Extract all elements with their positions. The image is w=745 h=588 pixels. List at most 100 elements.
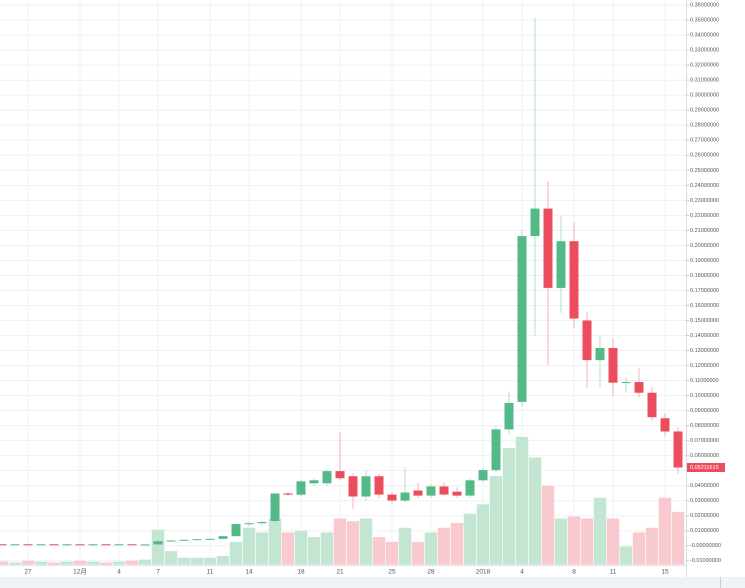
y-tick-label: 0.22000000 — [690, 213, 719, 219]
candle-body — [387, 494, 397, 501]
x-tick-label: 4 — [520, 569, 524, 576]
y-tick-label: 0.16000000 — [690, 303, 719, 309]
candle-body — [608, 347, 618, 383]
candle-body — [205, 538, 215, 540]
y-tick-label: 0.12000000 — [690, 363, 719, 369]
y-tick-label: 0.26000000 — [690, 153, 719, 159]
volume-bar — [203, 557, 217, 566]
x-tick-label: 25 — [388, 569, 396, 576]
volume-bar — [73, 560, 87, 566]
volume-bar — [385, 541, 399, 566]
x-tick-label: 28 — [427, 569, 435, 576]
volume-bar — [463, 513, 477, 566]
y-tick-label: 0.03000000 — [690, 498, 719, 504]
volume-bar — [528, 456, 542, 566]
candle-body — [530, 208, 540, 237]
y-tick-label: 0.30000000 — [690, 93, 719, 99]
volume-bar — [99, 561, 113, 566]
candle-body — [621, 382, 631, 384]
candle-body — [166, 540, 176, 542]
y-tick-label: 0.25000000 — [690, 168, 719, 174]
candle-body — [283, 493, 293, 495]
volume-bar — [177, 557, 191, 566]
candle-body — [478, 470, 488, 481]
candle-body — [49, 544, 59, 546]
x-tick-label: 2018 — [476, 569, 491, 576]
candle-body — [647, 392, 657, 418]
candle-body — [452, 491, 462, 496]
volume-bar — [424, 531, 438, 566]
volume-bar — [606, 517, 620, 566]
y-tick-label: 0.24000000 — [690, 183, 719, 189]
candle-body — [569, 241, 579, 319]
candle-body — [244, 523, 254, 525]
candle-body — [127, 544, 137, 546]
y-tick-label: 0.33000000 — [690, 48, 719, 54]
y-tick-label: 0.06000000 — [690, 453, 719, 459]
y-tick-label: 0.36000000 — [690, 3, 719, 9]
y-tick-label: 0.01000000 — [690, 528, 719, 534]
volume-bar — [8, 561, 22, 566]
candle-body — [595, 347, 605, 361]
x-tick-label: 11 — [207, 569, 214, 576]
y-tick-label: 0.11000000 — [690, 378, 719, 384]
volume-bar — [476, 503, 490, 566]
candle-body — [309, 480, 319, 484]
volume-bar — [138, 559, 152, 566]
y-tick-label: 0.21000000 — [690, 228, 719, 234]
y-tick-label: 0.04000000 — [690, 483, 719, 489]
candle-body — [88, 544, 98, 546]
volume-bar — [554, 517, 568, 566]
y-tick-label: 0.20000000 — [690, 243, 719, 249]
volume-bar — [333, 517, 347, 566]
volume-bar — [398, 527, 412, 566]
candle-body — [257, 522, 267, 524]
volume-bar — [164, 550, 178, 566]
volume-bar — [0, 561, 9, 566]
volume-bar — [307, 536, 321, 566]
candle-body — [556, 241, 566, 288]
y-tick-label: 0.07000000 — [690, 438, 719, 444]
volume-bar — [60, 561, 74, 566]
y-tick-label: 0.09000000 — [690, 408, 719, 414]
y-tick-label: -0.01000000 — [690, 558, 721, 564]
candle-body — [153, 541, 163, 545]
volume-bar — [541, 485, 555, 566]
volume-bar — [21, 560, 35, 566]
volume-bar — [658, 497, 672, 566]
y-tick-label: 0.23000000 — [690, 198, 719, 204]
candle-body — [361, 476, 371, 497]
candle-body — [322, 471, 332, 484]
candle-body — [231, 523, 241, 537]
candle-body — [634, 382, 644, 393]
y-tick-label: 0.15000000 — [690, 318, 719, 324]
y-tick-label: 0.10000000 — [690, 393, 719, 399]
x-tick-label: 14 — [245, 569, 253, 576]
y-tick-label: 0.32000000 — [690, 63, 719, 69]
y-tick-label: 0.02000000 — [690, 513, 719, 519]
volume-bar — [502, 447, 516, 566]
x-tick-label: 4 — [117, 569, 121, 576]
candle-body — [179, 539, 189, 541]
y-tick-label: 0.19000000 — [690, 258, 719, 264]
footer-bar — [0, 577, 745, 588]
candle-layer — [0, 17, 683, 546]
y-tick-label: 0.08000000 — [690, 423, 719, 429]
volume-bar — [34, 561, 48, 566]
candle-body — [192, 539, 202, 541]
y-tick-label: 0.34000000 — [690, 33, 719, 39]
volume-bar — [671, 511, 685, 566]
volume-bar — [645, 527, 659, 566]
candle-body — [218, 536, 228, 539]
volume-bar — [125, 560, 139, 566]
y-tick-label: -0.00000000 — [690, 543, 721, 549]
candle-body — [23, 544, 33, 546]
volume-bar — [411, 541, 425, 566]
volume-bar — [619, 546, 633, 566]
y-tick-label: 0.17000000 — [690, 288, 719, 294]
candle-body — [10, 544, 20, 546]
y-tick-label: 0.27000000 — [690, 138, 719, 144]
volume-bar — [294, 530, 308, 566]
